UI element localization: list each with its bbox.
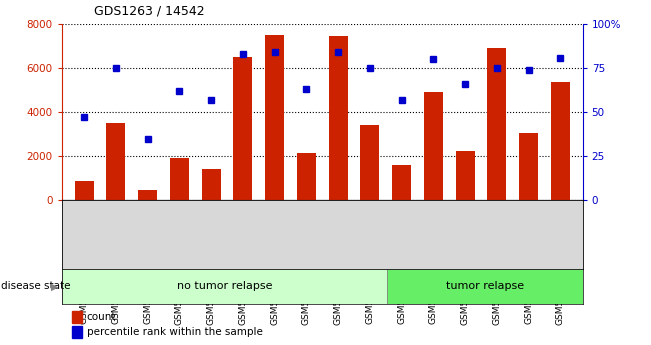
- Text: percentile rank within the sample: percentile rank within the sample: [87, 327, 263, 337]
- Text: GDS1263 / 14542: GDS1263 / 14542: [94, 4, 205, 17]
- Bar: [551, 82, 570, 200]
- Bar: [106, 123, 126, 200]
- Bar: [202, 169, 221, 200]
- Text: tumor relapse: tumor relapse: [446, 282, 524, 291]
- Text: disease state: disease state: [1, 282, 70, 291]
- Bar: [265, 35, 284, 200]
- Bar: [170, 158, 189, 200]
- Bar: [519, 133, 538, 200]
- Bar: [392, 165, 411, 200]
- Bar: [329, 36, 348, 200]
- Bar: [72, 310, 81, 323]
- Bar: [488, 48, 506, 200]
- Bar: [75, 181, 94, 200]
- Text: no tumor relapse: no tumor relapse: [177, 282, 272, 291]
- Text: ▶: ▶: [51, 282, 59, 291]
- Bar: [361, 125, 380, 200]
- Bar: [72, 326, 81, 338]
- Bar: [138, 190, 157, 200]
- Text: count: count: [87, 312, 117, 322]
- Bar: [62, 269, 387, 304]
- Bar: [424, 92, 443, 200]
- Bar: [456, 151, 475, 200]
- Bar: [387, 269, 583, 304]
- Bar: [233, 57, 253, 200]
- Bar: [297, 153, 316, 200]
